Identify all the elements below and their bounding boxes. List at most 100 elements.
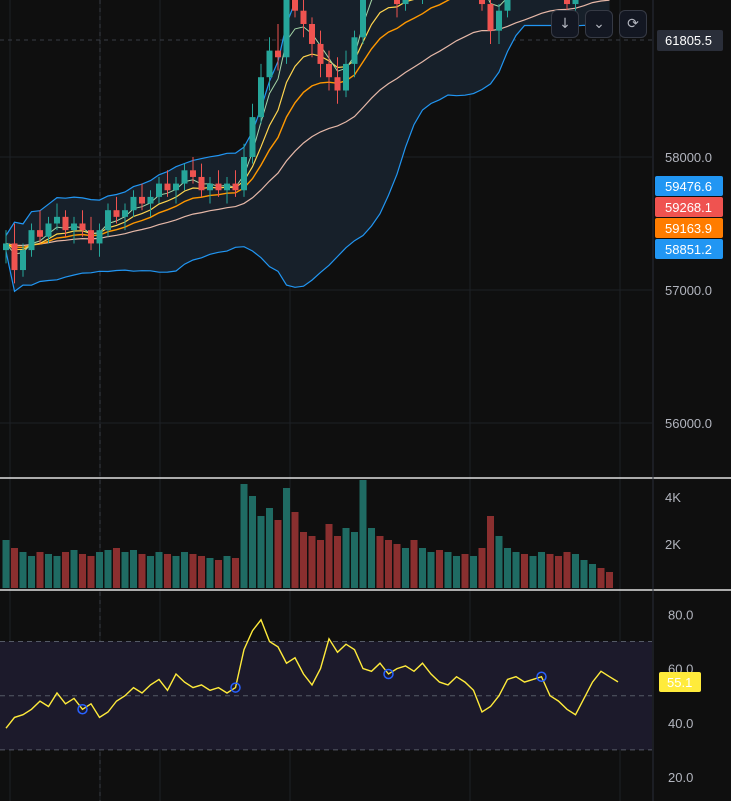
volume-bar <box>427 552 435 588</box>
volume-bar <box>45 554 52 588</box>
volume-bar <box>351 532 358 588</box>
candle <box>122 203 128 231</box>
candle-body <box>283 0 290 58</box>
candle <box>292 0 298 18</box>
volume-bar <box>300 532 307 588</box>
volume-bar <box>79 554 86 588</box>
candle-body <box>190 170 196 177</box>
volume-bar <box>189 554 197 588</box>
volume-bar <box>147 556 154 588</box>
volume-bar <box>36 552 44 588</box>
candle <box>394 0 400 18</box>
candle-body <box>54 216 60 224</box>
candle <box>96 223 103 257</box>
candle-body <box>147 196 154 204</box>
volume-bar <box>291 512 299 588</box>
volume-bar <box>563 552 571 588</box>
volume-bar <box>232 558 239 588</box>
candle-body <box>309 24 315 44</box>
volume-bar <box>444 552 452 588</box>
volume-bar <box>453 556 460 588</box>
volume-bar <box>325 524 333 588</box>
candle <box>147 190 154 217</box>
rsi-current-tag-bg <box>659 672 701 692</box>
price-tag: 58851.2 <box>665 242 712 257</box>
candle <box>71 216 77 244</box>
candle-body <box>232 183 239 191</box>
candle-body <box>215 183 222 191</box>
volume-bar <box>266 508 273 588</box>
candle <box>479 0 485 11</box>
candle-body <box>45 223 52 237</box>
candle <box>504 0 511 18</box>
price-tag-bg <box>655 197 723 217</box>
volume-bar <box>495 536 503 588</box>
candle <box>317 30 324 78</box>
candle-body <box>258 77 264 118</box>
candle <box>215 170 222 197</box>
candle-body <box>275 50 281 58</box>
candle-body <box>71 223 77 231</box>
rsi-axis-label: 40.0 <box>668 716 693 731</box>
volume-bar <box>589 564 596 588</box>
rsi-line <box>5 618 619 729</box>
candle-body <box>249 117 256 157</box>
rsi-axis-label: 80.0 <box>668 607 693 622</box>
volume-bar <box>512 552 520 588</box>
volume-axis-label: 2K <box>665 537 681 552</box>
rsi-axis-label: 20.0 <box>668 770 693 785</box>
candle-body <box>241 157 247 191</box>
candle <box>11 223 18 284</box>
volume-bar <box>257 516 265 588</box>
volume-bar <box>70 550 78 588</box>
candle-body <box>487 4 494 31</box>
candle <box>564 0 570 11</box>
candle <box>130 190 137 217</box>
volume-bar <box>164 554 171 588</box>
candle <box>207 176 213 204</box>
candle <box>258 63 264 124</box>
bollinger-upper-line <box>5 0 297 236</box>
candle <box>487 0 494 44</box>
candle <box>190 157 196 184</box>
arrow-down-icon[interactable]: ↓ <box>551 10 579 38</box>
volume-bar <box>28 556 35 588</box>
candle-body <box>122 210 128 217</box>
candle-body <box>3 243 9 251</box>
candle-body <box>96 230 103 244</box>
candle <box>164 170 171 197</box>
candle-body <box>164 183 171 191</box>
candle <box>181 163 188 191</box>
candle-body <box>37 230 43 237</box>
candle <box>198 163 205 197</box>
candle <box>45 216 52 244</box>
volume-bar <box>529 556 537 588</box>
rsi-divergence-marker <box>383 668 394 680</box>
ma-long-line <box>5 0 610 247</box>
fullscreen-icon[interactable]: ⟳ <box>619 10 647 38</box>
volume-bar <box>478 548 486 588</box>
candle <box>28 223 35 257</box>
candle-body <box>343 63 349 91</box>
volume-bar <box>546 554 554 588</box>
candle-body <box>334 77 341 91</box>
candle <box>88 216 94 251</box>
top-price-tag: 61805.5 <box>665 33 712 48</box>
candle-body <box>300 10 307 24</box>
volume-bar <box>113 548 120 588</box>
volume-bar <box>359 480 367 588</box>
candle-body <box>317 43 324 64</box>
candle <box>62 210 69 237</box>
volume-bar <box>283 488 290 588</box>
candle <box>402 0 409 11</box>
collapse-icon[interactable]: ⌄ <box>585 10 613 38</box>
volume-bar <box>223 556 231 588</box>
volume-bar <box>104 550 112 588</box>
volume-bar <box>198 556 205 588</box>
volume-bar <box>317 540 324 588</box>
candle-body <box>105 210 111 231</box>
candle <box>275 24 281 71</box>
price-tag: 59163.9 <box>665 221 712 236</box>
